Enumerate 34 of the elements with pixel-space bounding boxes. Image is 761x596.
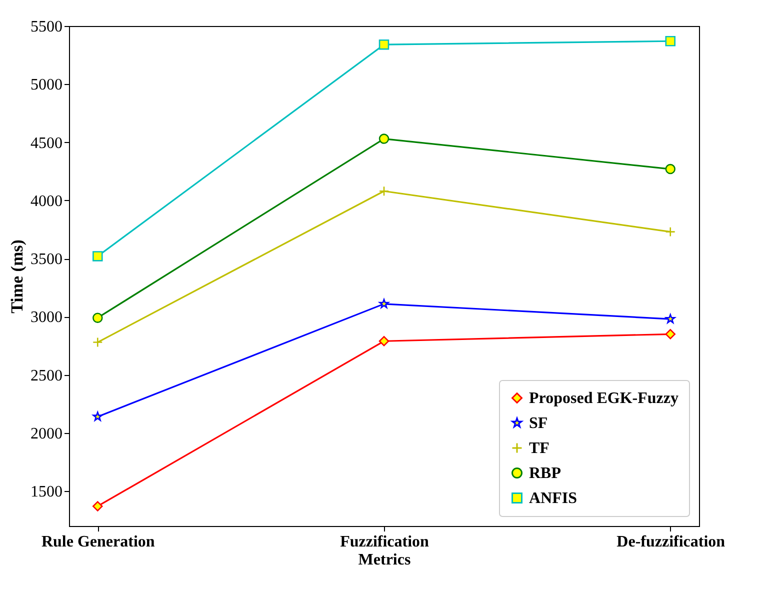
legend-label: TF	[529, 440, 550, 457]
legend-label: RBP	[529, 465, 562, 482]
point	[665, 164, 676, 174]
point	[665, 314, 676, 324]
y-tick-label: 5500	[30, 18, 62, 36]
x-tick-label: Rule Generation	[41, 534, 155, 550]
y-axis-title: Time (ms)	[8, 240, 26, 314]
point	[665, 329, 676, 340]
point	[379, 298, 389, 308]
y-tick-label: 3000	[30, 309, 62, 326]
y-tick-label: 2000	[30, 425, 62, 442]
y-tick-label: 4000	[30, 192, 62, 210]
point	[665, 226, 676, 237]
y-tick-label: 3500	[30, 251, 62, 268]
point	[378, 186, 390, 196]
point	[378, 336, 390, 346]
x-tick-label: Fuzzification	[340, 534, 430, 550]
x-tick-label: De-fuzzification	[616, 534, 726, 550]
legend-label: ANFIS	[529, 490, 578, 507]
point	[92, 501, 103, 512]
y-tick-label: 5000	[30, 76, 62, 94]
point	[378, 39, 390, 50]
point	[92, 412, 103, 421]
y-tick-label: 2500	[30, 367, 62, 384]
point	[665, 36, 676, 46]
point	[378, 134, 390, 144]
point	[92, 251, 103, 262]
point	[92, 312, 103, 323]
legend-label: Proposed EGK-Fuzzy	[529, 390, 678, 407]
point	[92, 337, 103, 348]
y-tick-label: 1500	[30, 484, 62, 501]
y-tick-label: 4500	[30, 134, 62, 152]
x-axis-title: Metrics	[358, 552, 411, 568]
legend-label: SF	[529, 415, 548, 432]
